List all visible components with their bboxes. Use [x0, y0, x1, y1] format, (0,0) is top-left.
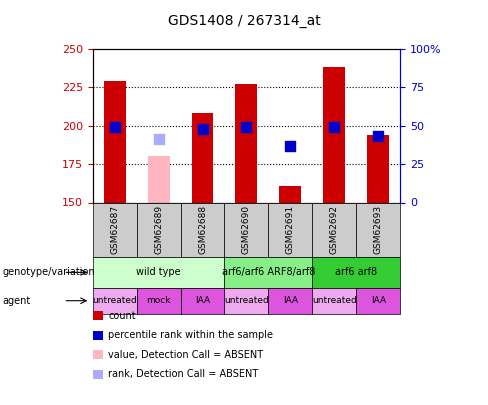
Text: GSM62692: GSM62692	[330, 205, 339, 254]
Bar	[191, 113, 213, 202]
Text: untreated: untreated	[224, 296, 269, 305]
Text: GSM62687: GSM62687	[110, 205, 119, 254]
Bar	[235, 84, 258, 202]
Point	[374, 133, 382, 140]
Text: GSM62691: GSM62691	[286, 205, 295, 254]
Text: IAA: IAA	[195, 296, 210, 305]
Text: IAA: IAA	[371, 296, 386, 305]
Text: value, Detection Call = ABSENT: value, Detection Call = ABSENT	[108, 350, 264, 360]
Text: arf6 arf8: arf6 arf8	[335, 267, 377, 277]
Text: arf6/arf6 ARF8/arf8: arf6/arf6 ARF8/arf8	[222, 267, 315, 277]
Point	[330, 124, 338, 130]
Point	[155, 136, 163, 143]
Text: rank, Detection Call = ABSENT: rank, Detection Call = ABSENT	[108, 369, 259, 379]
Point	[286, 142, 294, 149]
Text: agent: agent	[2, 296, 31, 306]
Bar	[103, 81, 125, 202]
Text: percentile rank within the sample: percentile rank within the sample	[108, 330, 273, 340]
Bar	[323, 67, 345, 202]
Point	[111, 124, 119, 130]
Bar	[279, 185, 301, 202]
Text: GSM62690: GSM62690	[242, 205, 251, 254]
Text: GSM62689: GSM62689	[154, 205, 163, 254]
Bar	[147, 156, 170, 202]
Text: GSM62693: GSM62693	[374, 205, 383, 254]
Text: mock: mock	[146, 296, 171, 305]
Text: untreated: untreated	[92, 296, 137, 305]
Text: untreated: untreated	[312, 296, 357, 305]
Text: genotype/variation: genotype/variation	[2, 267, 95, 277]
Text: IAA: IAA	[283, 296, 298, 305]
Text: wild type: wild type	[136, 267, 181, 277]
Point	[199, 126, 206, 132]
Text: GSM62688: GSM62688	[198, 205, 207, 254]
Text: GDS1408 / 267314_at: GDS1408 / 267314_at	[167, 14, 321, 28]
Text: count: count	[108, 311, 136, 321]
Point	[243, 124, 250, 130]
Bar	[367, 135, 389, 202]
